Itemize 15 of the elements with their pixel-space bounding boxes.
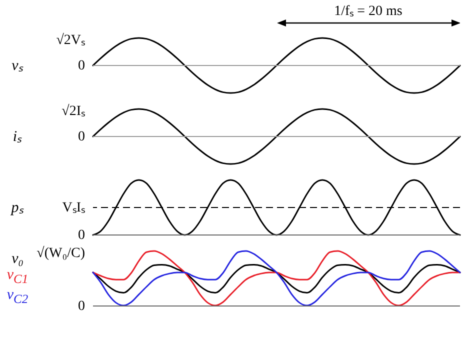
text: v$_{C1}$ — [6, 266, 28, 286]
ref-line-label: VₛIₛ — [62, 200, 85, 216]
text: √2Iₛ — [62, 103, 85, 119]
ref-line-label: 0 — [78, 130, 85, 144]
y-axis-title: vₛ — [12, 58, 24, 74]
text: v₀ — [12, 250, 24, 266]
ref-line-label: 0 — [78, 228, 85, 243]
text: √(W₀/C) — [36, 245, 86, 261]
ref-line-label: 0 — [78, 299, 85, 314]
y-axis-title: pₛ — [11, 200, 24, 216]
text: 1/fₛ = 20 ms — [333, 3, 404, 20]
ref-line-label: 0 — [78, 58, 85, 74]
text: √2Vₛ — [56, 32, 85, 48]
y-axis-title: iₛ — [12, 128, 22, 144]
text: v$_{C2}$ — [6, 286, 28, 306]
